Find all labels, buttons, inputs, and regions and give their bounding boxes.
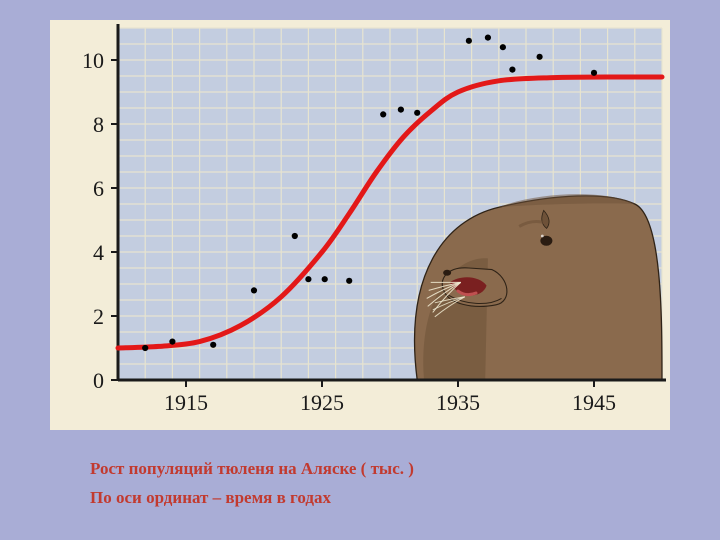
data-point bbox=[380, 111, 386, 117]
y-tick-label: 4 bbox=[93, 240, 104, 265]
data-point bbox=[466, 38, 472, 44]
x-tick-label: 1935 bbox=[436, 390, 480, 415]
data-point bbox=[169, 339, 175, 345]
data-point bbox=[142, 345, 148, 351]
data-point bbox=[591, 70, 597, 76]
data-point bbox=[414, 110, 420, 116]
data-point bbox=[485, 35, 491, 41]
x-tick-label: 1915 bbox=[164, 390, 208, 415]
population-chart: 0 2 4 6 8 10 1915 1925 1935 1945 bbox=[50, 20, 670, 430]
data-point bbox=[210, 342, 216, 348]
data-point bbox=[292, 233, 298, 239]
y-tick-label: 6 bbox=[93, 176, 104, 201]
y-tick-label: 8 bbox=[93, 112, 104, 137]
data-point bbox=[322, 276, 328, 282]
data-point bbox=[346, 278, 352, 284]
chart-panel: 0 2 4 6 8 10 1915 1925 1935 1945 bbox=[50, 20, 670, 430]
y-tick-label: 0 bbox=[93, 368, 104, 393]
x-tick-label: 1925 bbox=[300, 390, 344, 415]
data-point bbox=[251, 287, 257, 293]
y-tick-label: 2 bbox=[93, 304, 104, 329]
slide-stage: 0 2 4 6 8 10 1915 1925 1935 1945 Рост популяций т… bbox=[0, 0, 720, 540]
x-tick-label: 1945 bbox=[572, 390, 616, 415]
caption: Рост популяций тюленя на Аляске ( тыс. )… bbox=[90, 455, 414, 513]
caption-line-1: Рост популяций тюленя на Аляске ( тыс. ) bbox=[90, 455, 414, 484]
caption-line-2: По оси ординат – время в годах bbox=[90, 484, 414, 513]
data-point bbox=[500, 44, 506, 50]
data-point bbox=[398, 107, 404, 113]
data-point bbox=[537, 54, 543, 60]
y-tick-label: 10 bbox=[82, 48, 104, 73]
data-point bbox=[305, 276, 311, 282]
data-point bbox=[509, 67, 515, 73]
